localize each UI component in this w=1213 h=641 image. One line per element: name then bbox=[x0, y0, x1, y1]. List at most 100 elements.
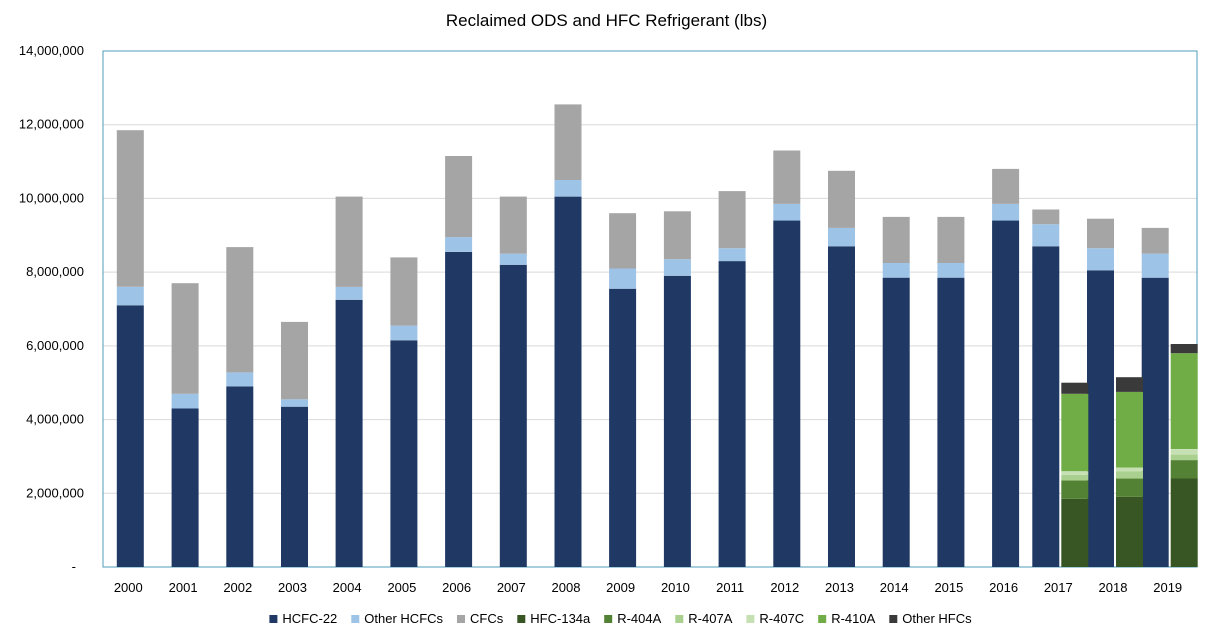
legend-label-hfc-134a: HFC-134a bbox=[530, 611, 591, 626]
bar-hcfc-22-2006 bbox=[445, 251, 473, 567]
bar-other-hcfcs-2004 bbox=[335, 286, 363, 300]
bar-other-hfcs-2019 bbox=[1170, 344, 1198, 354]
bar-cfcs-2012 bbox=[773, 150, 801, 204]
y-tick-label: 2,000,000 bbox=[26, 485, 84, 500]
bar-r-407a-2019 bbox=[1170, 454, 1198, 461]
x-tick-label-2004: 2004 bbox=[333, 580, 362, 595]
legend-swatch-r-407a bbox=[675, 615, 684, 623]
bar-hcfc-22-2005 bbox=[390, 340, 418, 567]
bar-cfcs-2009 bbox=[609, 213, 637, 269]
bar-hcfc-22-2003 bbox=[281, 406, 308, 567]
bar-cfcs-2010 bbox=[663, 211, 691, 260]
x-tick-label-2011: 2011 bbox=[716, 580, 744, 595]
x-tick-label-2007: 2007 bbox=[497, 580, 526, 595]
x-tick-label-2000: 2000 bbox=[114, 580, 143, 595]
bar-r-404a-2018 bbox=[1116, 478, 1143, 497]
x-axis-tick-labels: 2000 2001 2002 2003 2004 2005 2006 2007 2008 2009… bbox=[114, 580, 1182, 595]
x-tick-label-2017: 2017 bbox=[1044, 580, 1073, 595]
x-tick-label-2009: 2009 bbox=[606, 580, 635, 595]
bar-cfcs-2014 bbox=[882, 216, 910, 263]
bar-other-hcfcs-2012 bbox=[773, 204, 801, 221]
bar-r-410a-2017 bbox=[1061, 393, 1089, 472]
bar-hfc-134a-2019 bbox=[1170, 478, 1198, 567]
bar-r-410a-2018 bbox=[1116, 391, 1143, 468]
bar-other-hcfcs-2018 bbox=[1087, 248, 1114, 271]
y-tick-label: 10,000,000 bbox=[19, 190, 84, 205]
bar-other-hfcs-2017 bbox=[1061, 382, 1089, 394]
bar-r-407a-2017 bbox=[1061, 474, 1089, 481]
bar-r-410a-2019 bbox=[1170, 353, 1198, 449]
bar-hfc-134a-2018 bbox=[1116, 497, 1143, 567]
bar-cfcs-2016 bbox=[992, 168, 1020, 204]
x-tick-label-2015: 2015 bbox=[934, 580, 963, 595]
legend-label-hcfc-22: HCFC-22 bbox=[282, 611, 337, 626]
bar-cfcs-2008 bbox=[554, 104, 582, 180]
chart-title: Reclaimed ODS and HFC Refrigerant (lbs) bbox=[445, 11, 768, 30]
y-tick-label: 8,000,000 bbox=[26, 264, 84, 279]
y-tick-label: - bbox=[72, 559, 76, 574]
legend-label-other-hfcs: Other HFCs bbox=[902, 611, 972, 626]
bar-hcfc-22-2019 bbox=[1141, 277, 1169, 567]
bar-cfcs-2017 bbox=[1032, 209, 1060, 225]
bar-cfcs-2000 bbox=[116, 130, 144, 287]
bar-r-404a-2017 bbox=[1061, 480, 1089, 499]
plot-area-border bbox=[102, 50, 1198, 568]
bar-hcfc-22-2009 bbox=[609, 288, 637, 567]
legend-swatch-other-hfcs bbox=[889, 615, 898, 623]
bar-other-hcfcs-2007 bbox=[499, 253, 527, 265]
bar-hfc-134a-2017 bbox=[1061, 498, 1089, 567]
bar-hcfc-22-2015 bbox=[937, 277, 965, 567]
bar-other-hcfcs-2002 bbox=[226, 372, 254, 387]
y-tick-label: 6,000,000 bbox=[26, 338, 84, 353]
legend-label-r-410a: R-410A bbox=[831, 611, 875, 626]
bar-r-407a-2018 bbox=[1116, 471, 1143, 479]
legend: HCFC-22 Other HCFCs CFCs HFC-134a R-404A R-40… bbox=[269, 611, 972, 626]
x-tick-label-2014: 2014 bbox=[880, 580, 909, 595]
legend-label-r-407c: R-407C bbox=[759, 611, 804, 626]
legend-label-other-hcfcs: Other HCFCs bbox=[364, 611, 443, 626]
bar-hcfc-22-2011 bbox=[718, 261, 746, 567]
bar-other-hcfcs-2006 bbox=[445, 237, 473, 252]
bar-other-hcfcs-2016 bbox=[992, 204, 1020, 221]
legend-swatch-r-410a bbox=[818, 615, 827, 623]
bars bbox=[116, 104, 1198, 568]
legend-label-r-404a: R-404A bbox=[617, 611, 661, 626]
x-tick-label-2018: 2018 bbox=[1099, 580, 1128, 595]
legend-swatch-hcfc-22 bbox=[269, 615, 278, 623]
legend-swatch-r-407c bbox=[746, 615, 755, 623]
bar-r-407c-2017 bbox=[1061, 471, 1089, 475]
x-tick-label-2019: 2019 bbox=[1153, 580, 1182, 595]
bar-other-hcfcs-2010 bbox=[663, 259, 691, 276]
legend-swatch-hfc-134a bbox=[517, 615, 526, 623]
legend-swatch-cfcs bbox=[457, 615, 465, 623]
bar-cfcs-2002 bbox=[226, 247, 254, 373]
x-tick-label-2012: 2012 bbox=[770, 580, 799, 595]
x-tick-label-2001: 2001 bbox=[169, 580, 198, 595]
bar-hcfc-22-2016 bbox=[992, 220, 1020, 567]
x-tick-label-2003: 2003 bbox=[278, 580, 307, 595]
bar-hcfc-22-2017 bbox=[1032, 246, 1060, 568]
bar-other-hcfcs-2009 bbox=[609, 268, 637, 289]
y-tick-label: 14,000,000 bbox=[19, 43, 84, 58]
bar-cfcs-2004 bbox=[335, 196, 363, 287]
bar-other-hcfcs-2003 bbox=[281, 399, 308, 407]
bar-other-hfcs-2018 bbox=[1116, 377, 1143, 392]
y-axis-tick-labels: - 2,000,000 4,000,000 6,000,000 8,000,000 10,… bbox=[19, 43, 84, 574]
bar-cfcs-2018 bbox=[1087, 218, 1114, 249]
bar-other-hcfcs-2008 bbox=[554, 180, 582, 197]
x-tick-label-2005: 2005 bbox=[387, 580, 416, 595]
bar-hcfc-22-2010 bbox=[663, 275, 691, 567]
bar-other-hcfcs-2013 bbox=[828, 227, 855, 247]
bar-other-hcfcs-2001 bbox=[171, 393, 199, 409]
legend-label-r-407a: R-407A bbox=[688, 611, 732, 626]
bar-hcfc-22-2004 bbox=[335, 299, 363, 567]
bar-other-hcfcs-2000 bbox=[116, 286, 144, 306]
bar-cfcs-2001 bbox=[171, 283, 199, 394]
legend-label-cfcs: CFCs bbox=[470, 611, 504, 626]
bar-cfcs-2006 bbox=[445, 156, 473, 238]
bar-cfcs-2011 bbox=[718, 191, 746, 249]
legend-swatch-other-hcfcs bbox=[351, 615, 360, 623]
bar-cfcs-2003 bbox=[281, 321, 308, 400]
x-tick-label-2016: 2016 bbox=[989, 580, 1018, 595]
